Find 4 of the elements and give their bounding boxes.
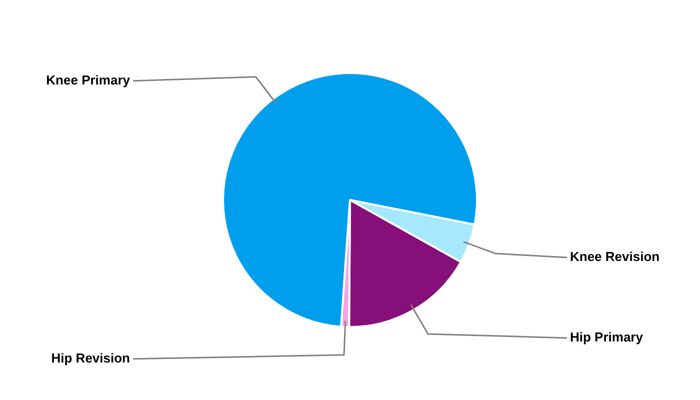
slice-label: Hip Revision xyxy=(51,350,130,366)
slice-label: Knee Revision xyxy=(570,249,660,264)
slice-label: Hip Primary xyxy=(570,330,644,345)
slice-label: Knee Primary xyxy=(46,72,131,88)
